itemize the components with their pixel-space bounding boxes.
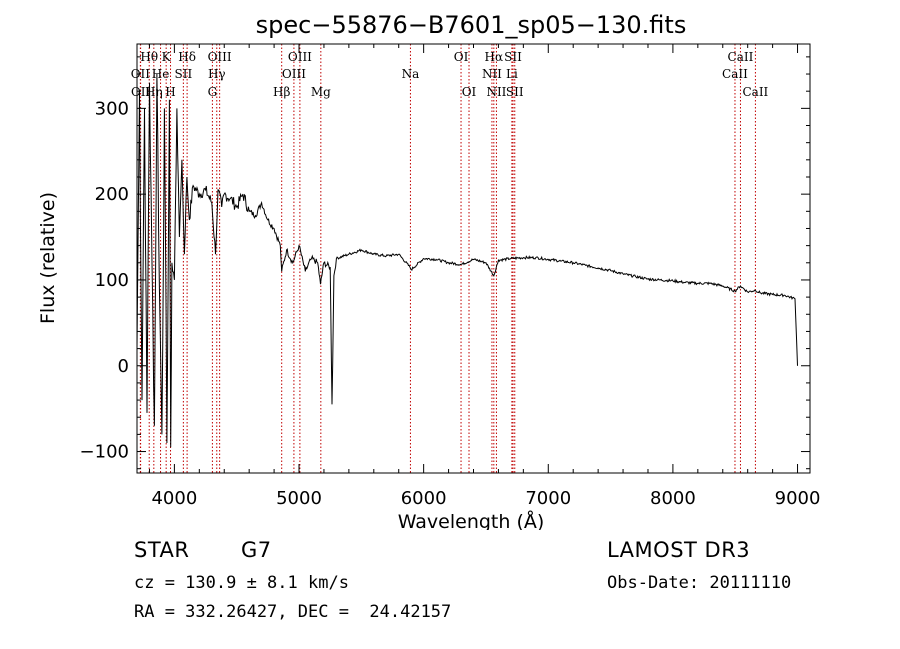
- line-marker-label: Mg: [311, 85, 331, 99]
- line-marker-label: Hδ: [178, 50, 196, 64]
- y-axis-ticks: −100 0 100 200 300: [80, 56, 810, 470]
- x-tick-label: 7000: [525, 488, 571, 509]
- y-axis-label: Flux (relative): [37, 192, 59, 324]
- line-marker-label: Hη: [145, 85, 163, 99]
- line-marker-label: Hα: [485, 50, 504, 64]
- y-tick-label: 100: [95, 270, 129, 291]
- line-marker-label: Na: [402, 67, 420, 81]
- line-markers: [139, 44, 756, 473]
- line-marker-label: SII: [504, 50, 522, 64]
- flux-series-line: [136, 73, 798, 448]
- y-tick-label: 0: [118, 356, 129, 377]
- line-marker-label: Li: [506, 67, 518, 81]
- sky-coordinates: RA = 332.26427, DEC = 24.42157: [134, 602, 452, 622]
- x-tick-label: 5000: [276, 488, 322, 509]
- object-class: STAR: [134, 538, 190, 562]
- line-marker-label: NII: [486, 85, 506, 99]
- line-marker-label: NII: [482, 67, 502, 81]
- line-marker-label: OII: [131, 85, 151, 99]
- line-marker-label: Hγ: [208, 67, 226, 81]
- spectrum-chart: spec−55876−B7601_sp05−130.fits OIIOIIHθH…: [37, 11, 821, 533]
- observation-date: Obs-Date: 20111110: [607, 573, 792, 593]
- line-marker-label: G: [208, 85, 218, 99]
- x-tick-label: 6000: [401, 488, 447, 509]
- line-marker-label: OIII: [288, 50, 312, 64]
- line-marker-label: Hθ: [140, 50, 158, 64]
- redshift-velocity: cz = 130.9 ± 8.1 km/s: [134, 573, 349, 593]
- x-tick-label: 9000: [775, 488, 821, 509]
- survey-name: LAMOST DR3: [607, 538, 751, 562]
- chart-title: spec−55876−B7601_sp05−130.fits: [256, 11, 687, 39]
- object-subclass: G7: [241, 538, 272, 562]
- line-marker-label: SII: [506, 85, 524, 99]
- line-marker-label: Hβ: [273, 85, 290, 99]
- x-tick-label: 4000: [151, 488, 197, 509]
- line-marker-label: He: [152, 67, 170, 81]
- line-marker-label: OI: [454, 50, 469, 64]
- line-marker-label: CaII: [728, 50, 754, 64]
- line-marker-label: OI: [462, 85, 477, 99]
- y-tick-label: 200: [95, 184, 129, 205]
- line-marker-label: H: [165, 85, 175, 99]
- y-tick-label: −100: [80, 442, 129, 463]
- line-marker-label: CaII: [742, 85, 768, 99]
- y-tick-label: 300: [95, 98, 129, 119]
- line-marker-label: CaII: [722, 67, 748, 81]
- x-axis-label: Wavelength (Å): [398, 510, 545, 530]
- x-axis-ticks: 4000 5000 6000 7000 8000 9000: [148, 44, 821, 509]
- line-marker-label: SII: [175, 67, 193, 81]
- plot-frame: [136, 43, 811, 474]
- line-marker-label: OIII: [282, 67, 306, 81]
- line-marker-label: OIII: [208, 50, 232, 64]
- line-marker-label: K: [162, 50, 172, 64]
- x-tick-label: 8000: [650, 488, 696, 509]
